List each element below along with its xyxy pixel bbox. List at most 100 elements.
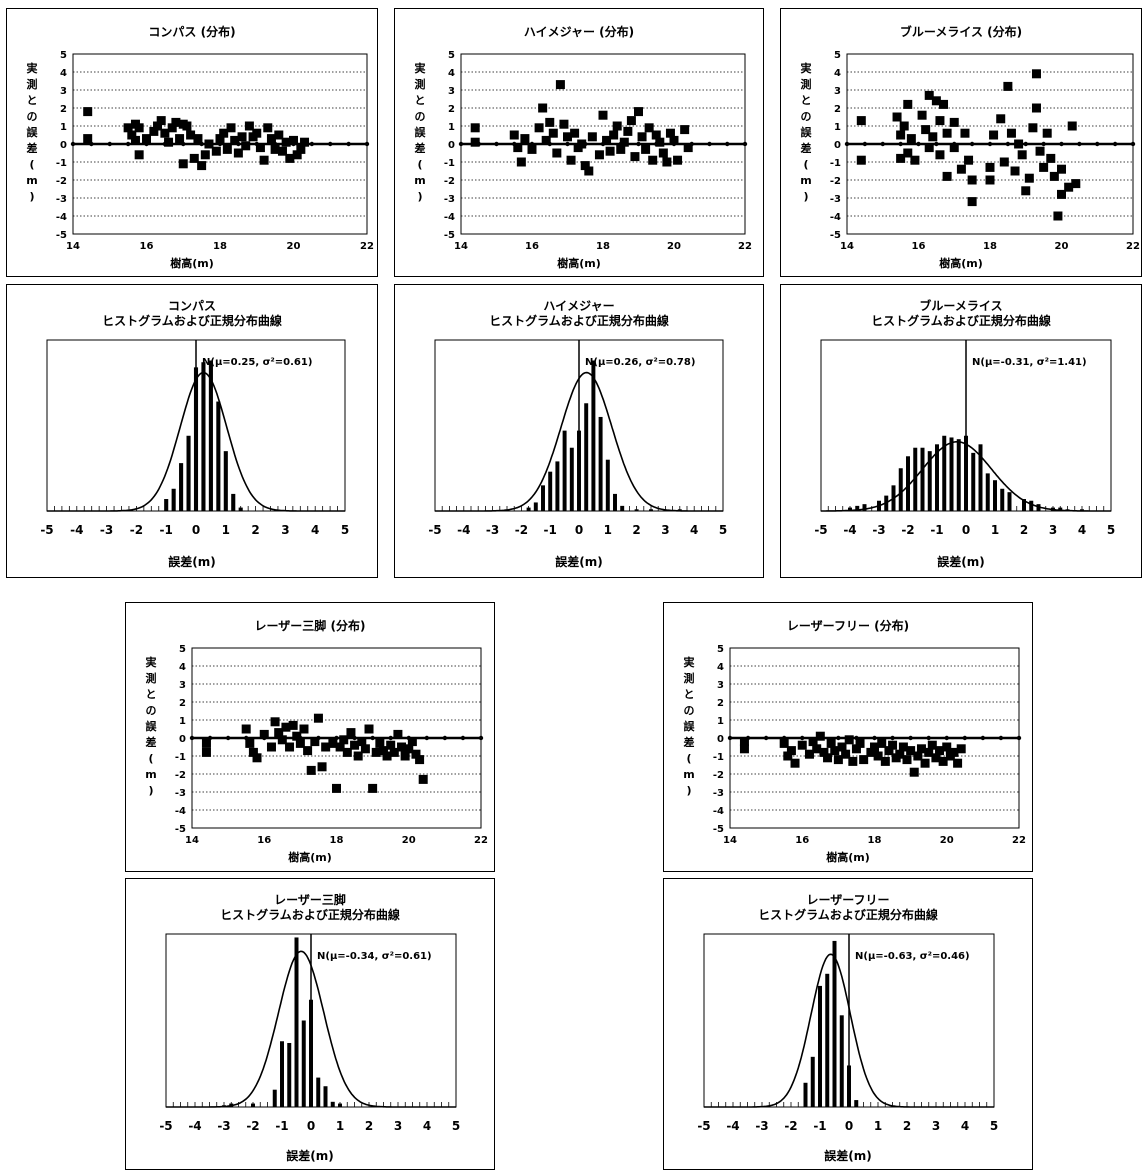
data-point [252, 753, 262, 763]
data-point [400, 751, 410, 761]
y-axis-label: 実 測 と の 誤 差 ( m ) [26, 62, 38, 203]
x-tick-label: -3 [486, 523, 499, 537]
data-point [167, 123, 177, 133]
data-point [665, 128, 675, 138]
data-point [292, 731, 302, 741]
bluemeiss-hist-panel: ブルーメライス ヒストグラムおよび正規分布曲線 -5 -4 -3 -2 -1 0 1 2 3 4 5… [780, 284, 1142, 578]
histogram-bar [920, 447, 925, 511]
zero-line-marker [969, 141, 975, 147]
data-point [921, 125, 931, 135]
x-tick-label: 5 [1107, 523, 1115, 537]
histogram-bar [231, 493, 236, 511]
data-point [580, 161, 590, 171]
x-tick-label: -2 [246, 1119, 259, 1133]
x-axis-label: 誤差(m) [286, 1149, 334, 1163]
histogram-bar [649, 509, 653, 511]
data-point [201, 747, 211, 757]
x-tick-label: -5 [428, 523, 441, 537]
y-tick-label: -3 [444, 194, 455, 205]
data-point [201, 738, 211, 748]
data-point [837, 742, 847, 752]
y-tick-label: 2 [448, 104, 455, 115]
histogram-bar [634, 509, 639, 511]
zero-line-marker [987, 141, 993, 147]
data-point [942, 128, 952, 138]
data-point [156, 116, 166, 126]
data-point [790, 758, 800, 768]
x-tick-label: -2 [784, 1119, 797, 1133]
y-tick-label: -2 [713, 770, 724, 781]
histogram-bar [620, 505, 625, 511]
chart-title: レーザー三脚 (分布) [254, 619, 366, 633]
histogram-bar [1058, 507, 1063, 511]
data-point [851, 744, 861, 754]
zero-line-marker [872, 735, 877, 741]
x-tick-label: -1 [544, 523, 557, 537]
data-point [274, 130, 284, 140]
data-point [928, 132, 938, 142]
data-point [924, 143, 934, 153]
x-tick-label: -2 [515, 523, 528, 537]
data-point [605, 146, 615, 156]
distribution-annotation: N(μ=-0.63, σ²=0.46) [855, 951, 970, 962]
histogram-bar [179, 463, 184, 511]
data-point [935, 746, 945, 756]
data-point [783, 751, 793, 761]
data-point [985, 175, 995, 185]
data-point [241, 724, 251, 734]
chart-title-line2: ヒストグラムおよび正規分布曲線 [489, 314, 669, 328]
y-tick-label: -5 [175, 824, 186, 835]
zero-line-marker [1112, 141, 1118, 147]
chart-title-line2: ヒストグラムおよび正規分布曲線 [220, 908, 400, 922]
laser-tripod-hist-panel: レーザー三脚 ヒストグラムおよび正規分布曲線 -5 -4 -3 -2 -1 0 1 2 3 4 5 N… [125, 878, 495, 1170]
data-point [346, 728, 356, 738]
data-point [292, 150, 302, 160]
data-point [244, 121, 254, 131]
data-point [204, 139, 214, 149]
data-point [1003, 81, 1013, 91]
data-point [357, 737, 367, 747]
x-tick-label: 22 [474, 835, 488, 846]
data-point [332, 783, 341, 793]
data-point [270, 717, 280, 727]
histogram-bar [330, 1101, 335, 1107]
data-point [996, 114, 1006, 124]
laser-tripod-scatter-panel: レーザー三脚 (分布) 実 測 と の 誤 差 ( m ) 5 4 3 2 1 0 -1 -2… [125, 602, 495, 872]
zero-line-marker [364, 141, 370, 147]
y-tick-label: 5 [717, 644, 724, 655]
data-point [559, 119, 569, 129]
data-point [855, 738, 865, 748]
x-tick-label: -1 [160, 523, 173, 537]
y-tick-label: 0 [834, 140, 841, 151]
data-point [339, 735, 349, 745]
zero-line-marker [370, 735, 375, 741]
histogram-bar [208, 360, 213, 511]
data-point [999, 157, 1009, 167]
y-tick-label: -4 [830, 212, 841, 223]
x-tick-label: -1 [930, 523, 943, 537]
data-point [317, 762, 327, 772]
zero-line-marker [916, 141, 921, 147]
x-tick-label: -1 [813, 1119, 826, 1133]
zero-line-marker [926, 735, 931, 741]
data-point [910, 155, 920, 165]
zero-line-marker [442, 735, 448, 741]
y-tick-label: 4 [179, 662, 186, 673]
x-tick-label: 18 [983, 241, 997, 252]
data-point [938, 756, 948, 766]
zero-line-marker [346, 141, 351, 147]
x-tick-label: 1 [222, 523, 230, 537]
y-tick-label: 2 [60, 104, 67, 115]
y-tick-label: -5 [830, 230, 841, 241]
data-point [418, 774, 428, 784]
histogram-bar [280, 1041, 284, 1107]
histogram-bar [956, 439, 961, 511]
data-point [245, 738, 255, 748]
data-point [360, 744, 370, 754]
x-tick-label: 20 [940, 835, 954, 846]
histogram-bar [555, 461, 560, 511]
zero-line-marker [565, 141, 570, 147]
data-point [285, 742, 295, 752]
data-point [310, 737, 320, 747]
zero-line-marker [636, 141, 641, 147]
